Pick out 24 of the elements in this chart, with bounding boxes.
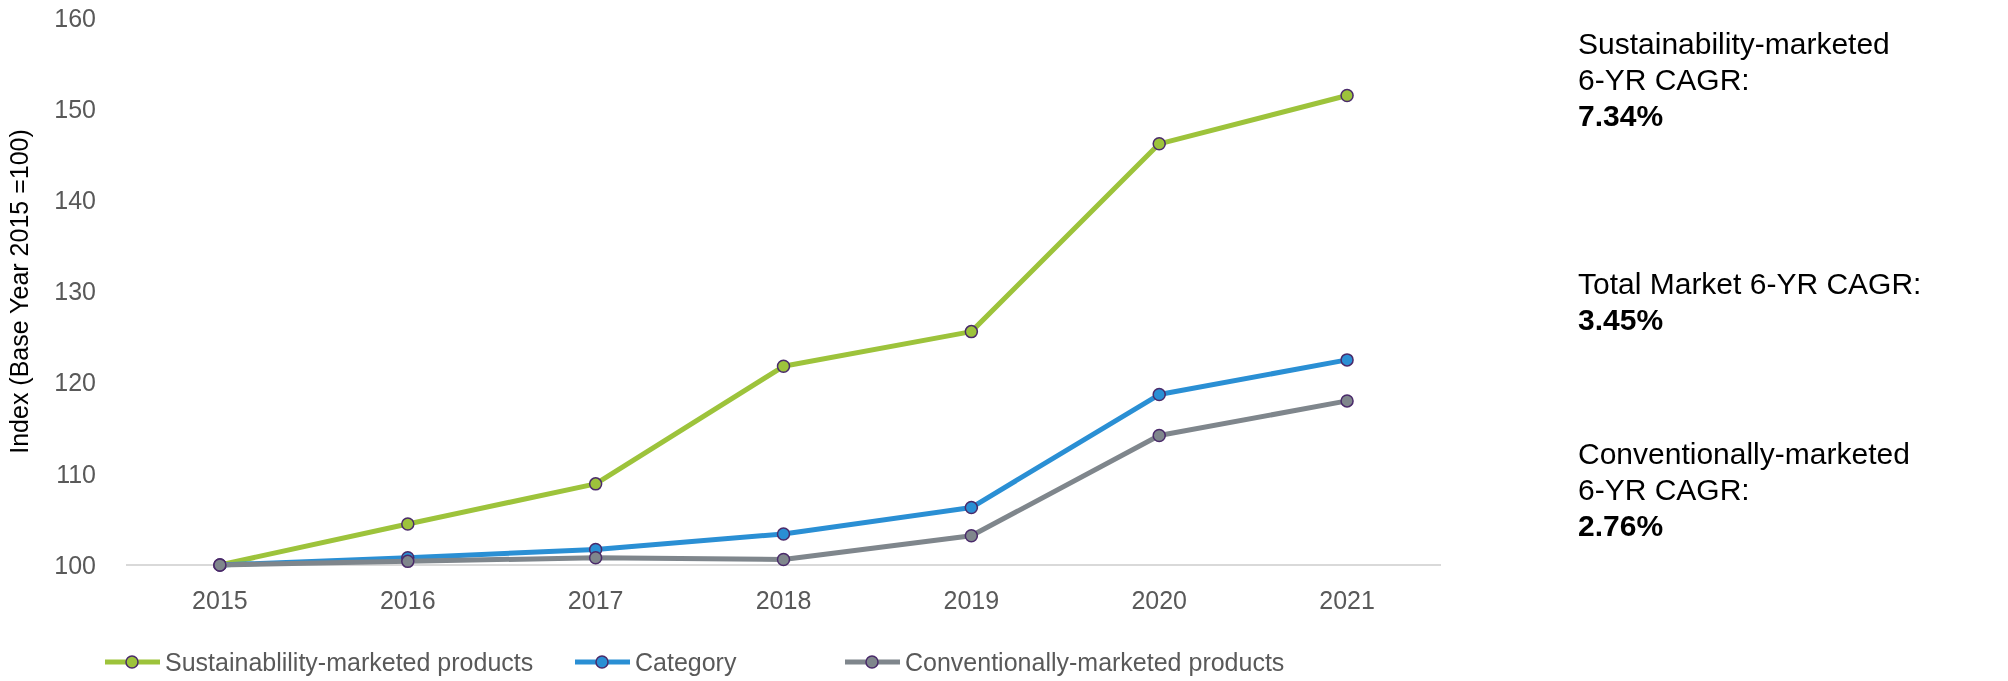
text: 2.76% (1578, 509, 1664, 542)
x-tick-label: 2021 (1319, 586, 1375, 614)
y-tick-label: 110 (56, 459, 96, 488)
y-axis-title: Index (Base Year 2015 =100) (5, 129, 33, 454)
text: 3.45% (1578, 303, 1664, 336)
legend-label: Sustainablility-marketed products (165, 647, 534, 676)
text: Conventionally-marketed 6-YR CAGR: (1578, 437, 1910, 506)
y-tick-label: 150 (54, 94, 96, 123)
y-tick-label: 160 (54, 3, 96, 32)
x-tick-label: 2016 (379, 586, 436, 614)
text: 7.34% (1578, 99, 1664, 132)
text: Total Market 6-YR CAGR: (1578, 267, 1922, 300)
x-tick-label: 2020 (1131, 586, 1188, 614)
legend-label: Category (635, 647, 737, 676)
text: Sustainability-marketed 6-YR CAGR: (1578, 27, 1890, 96)
y-tick-label: 140 (54, 186, 96, 215)
legend-label: Conventionally-marketed products (905, 647, 1285, 676)
x-tick-label: 2018 (755, 586, 812, 614)
x-tick-label: 2017 (567, 586, 624, 614)
y-tick-label: 120 (54, 368, 96, 397)
y-tick-label: 130 (54, 277, 96, 306)
y-tick-label: 100 (54, 550, 96, 579)
x-tick-label: 2019 (943, 586, 1000, 614)
x-tick-label: 2015 (192, 586, 248, 614)
